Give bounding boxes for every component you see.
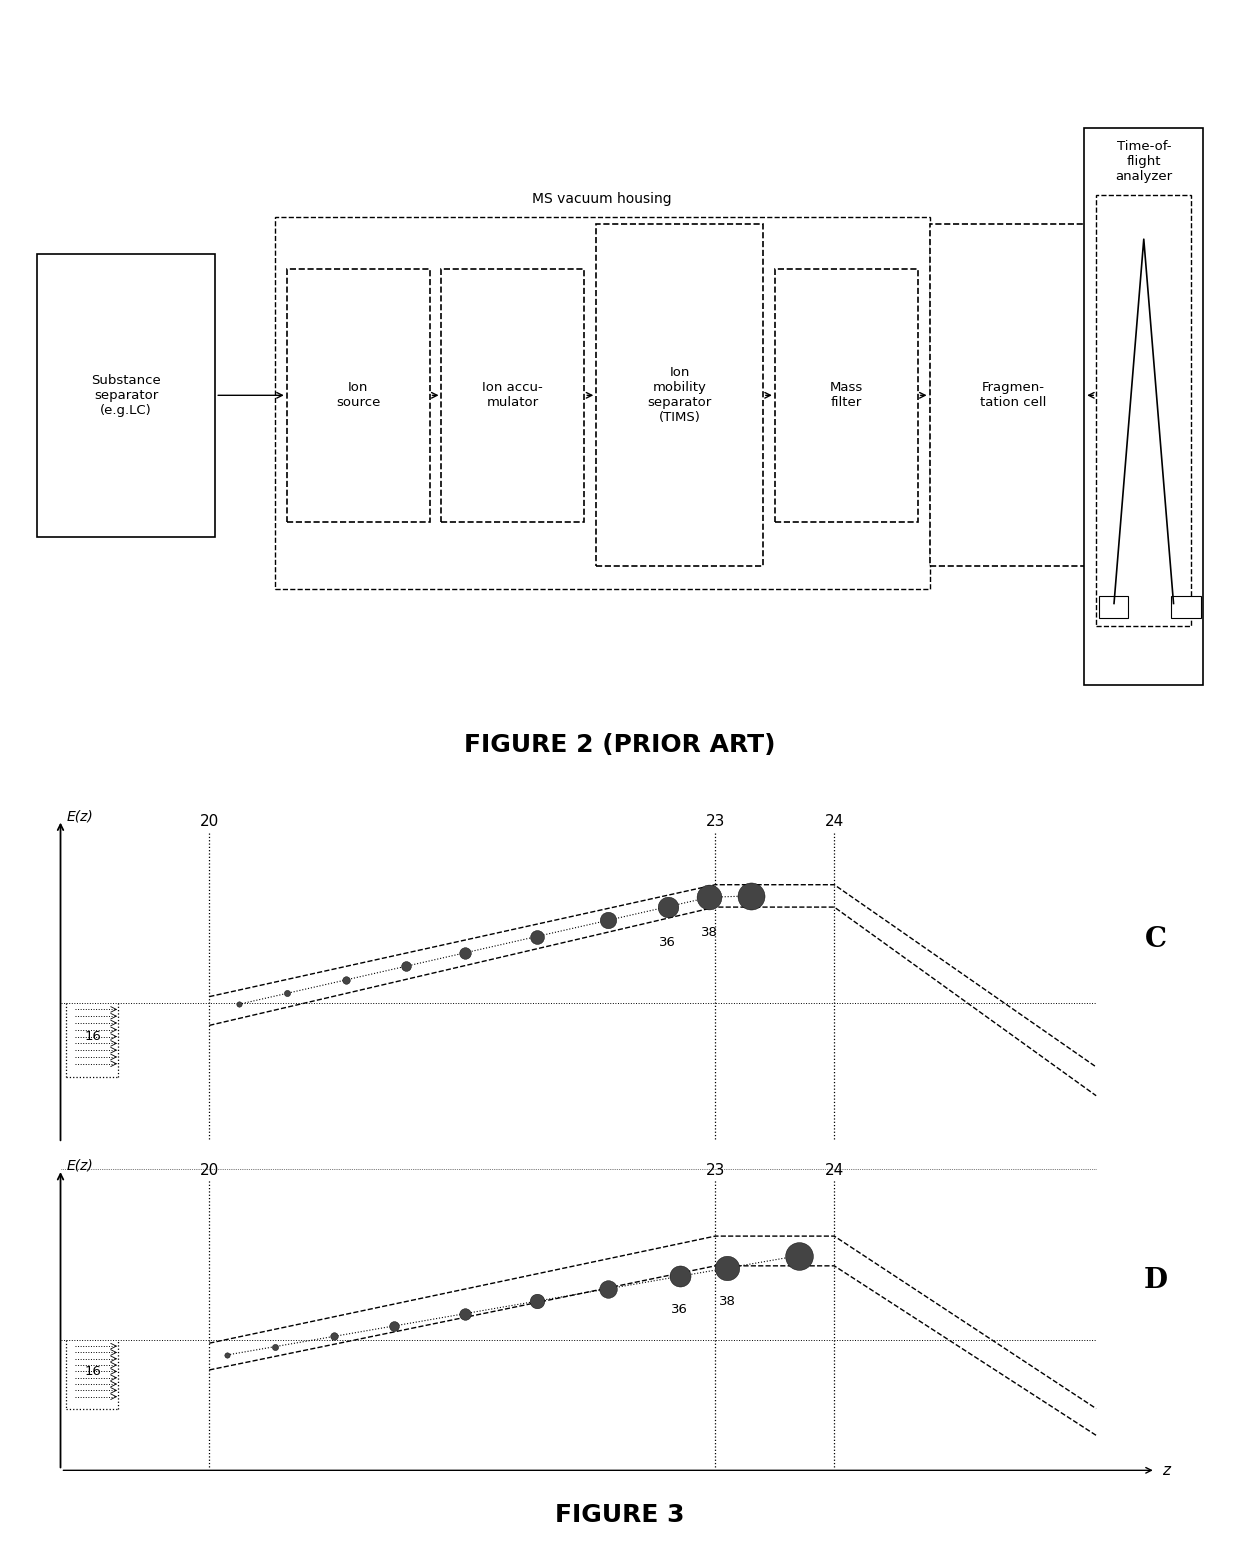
Bar — [930, 225, 1096, 567]
Point — [717, 1256, 737, 1281]
Point — [336, 968, 356, 993]
Text: C: C — [1145, 926, 1167, 953]
Text: FIGURE 2 (PRIOR ART): FIGURE 2 (PRIOR ART) — [464, 733, 776, 757]
Text: Ion accu-
mulator: Ion accu- mulator — [482, 381, 543, 409]
Point — [527, 1289, 547, 1314]
Point — [598, 908, 618, 932]
Text: 23: 23 — [706, 1163, 725, 1179]
Text: 20: 20 — [200, 813, 219, 829]
Bar — [275, 217, 930, 589]
Point — [527, 925, 547, 950]
Point — [325, 1324, 345, 1349]
Text: 16: 16 — [84, 1365, 102, 1379]
Text: D: D — [1143, 1267, 1168, 1295]
Text: Time-of-
flight
analyzer: Time-of- flight analyzer — [1115, 141, 1172, 183]
Text: MS vacuum housing: MS vacuum housing — [532, 192, 672, 206]
Text: 23: 23 — [706, 813, 725, 829]
Text: 36: 36 — [660, 936, 676, 948]
Bar — [1171, 596, 1200, 618]
Point — [699, 884, 719, 909]
Point — [265, 1334, 285, 1358]
Point — [277, 981, 296, 1005]
Text: 24: 24 — [825, 813, 844, 829]
Text: Ion
source: Ion source — [336, 381, 381, 409]
Bar — [37, 254, 216, 536]
Text: 38: 38 — [701, 926, 718, 939]
Text: Substance
separator
(e.g.LC): Substance separator (e.g.LC) — [91, 373, 161, 417]
Text: Mass
filter: Mass filter — [830, 381, 863, 409]
Bar — [286, 270, 429, 522]
Bar — [1099, 596, 1128, 618]
Point — [657, 894, 677, 919]
Text: Ion
mobility
separator
(TIMS): Ion mobility separator (TIMS) — [647, 366, 712, 424]
Text: z: z — [1162, 1462, 1169, 1478]
Text: 36: 36 — [671, 1303, 688, 1317]
Point — [455, 940, 475, 965]
Point — [455, 1301, 475, 1326]
Bar — [1096, 195, 1192, 626]
Point — [742, 883, 761, 908]
Point — [384, 1314, 404, 1338]
Point — [229, 991, 249, 1016]
Bar — [1084, 127, 1203, 685]
Text: 38: 38 — [719, 1295, 735, 1307]
Text: 24: 24 — [825, 1163, 844, 1179]
Point — [789, 1244, 808, 1269]
Point — [217, 1343, 237, 1368]
Bar — [775, 270, 918, 522]
Bar — [596, 225, 763, 567]
Text: 20: 20 — [200, 1163, 219, 1179]
Text: E(z): E(z) — [67, 1159, 93, 1173]
Text: 16: 16 — [84, 1030, 102, 1042]
Text: FIGURE 3: FIGURE 3 — [556, 1503, 684, 1527]
Point — [396, 954, 415, 979]
Text: E(z): E(z) — [67, 810, 93, 824]
Point — [598, 1276, 618, 1301]
Bar — [441, 270, 584, 522]
Text: Fragmen-
tation cell: Fragmen- tation cell — [980, 381, 1047, 409]
Point — [670, 1264, 689, 1289]
